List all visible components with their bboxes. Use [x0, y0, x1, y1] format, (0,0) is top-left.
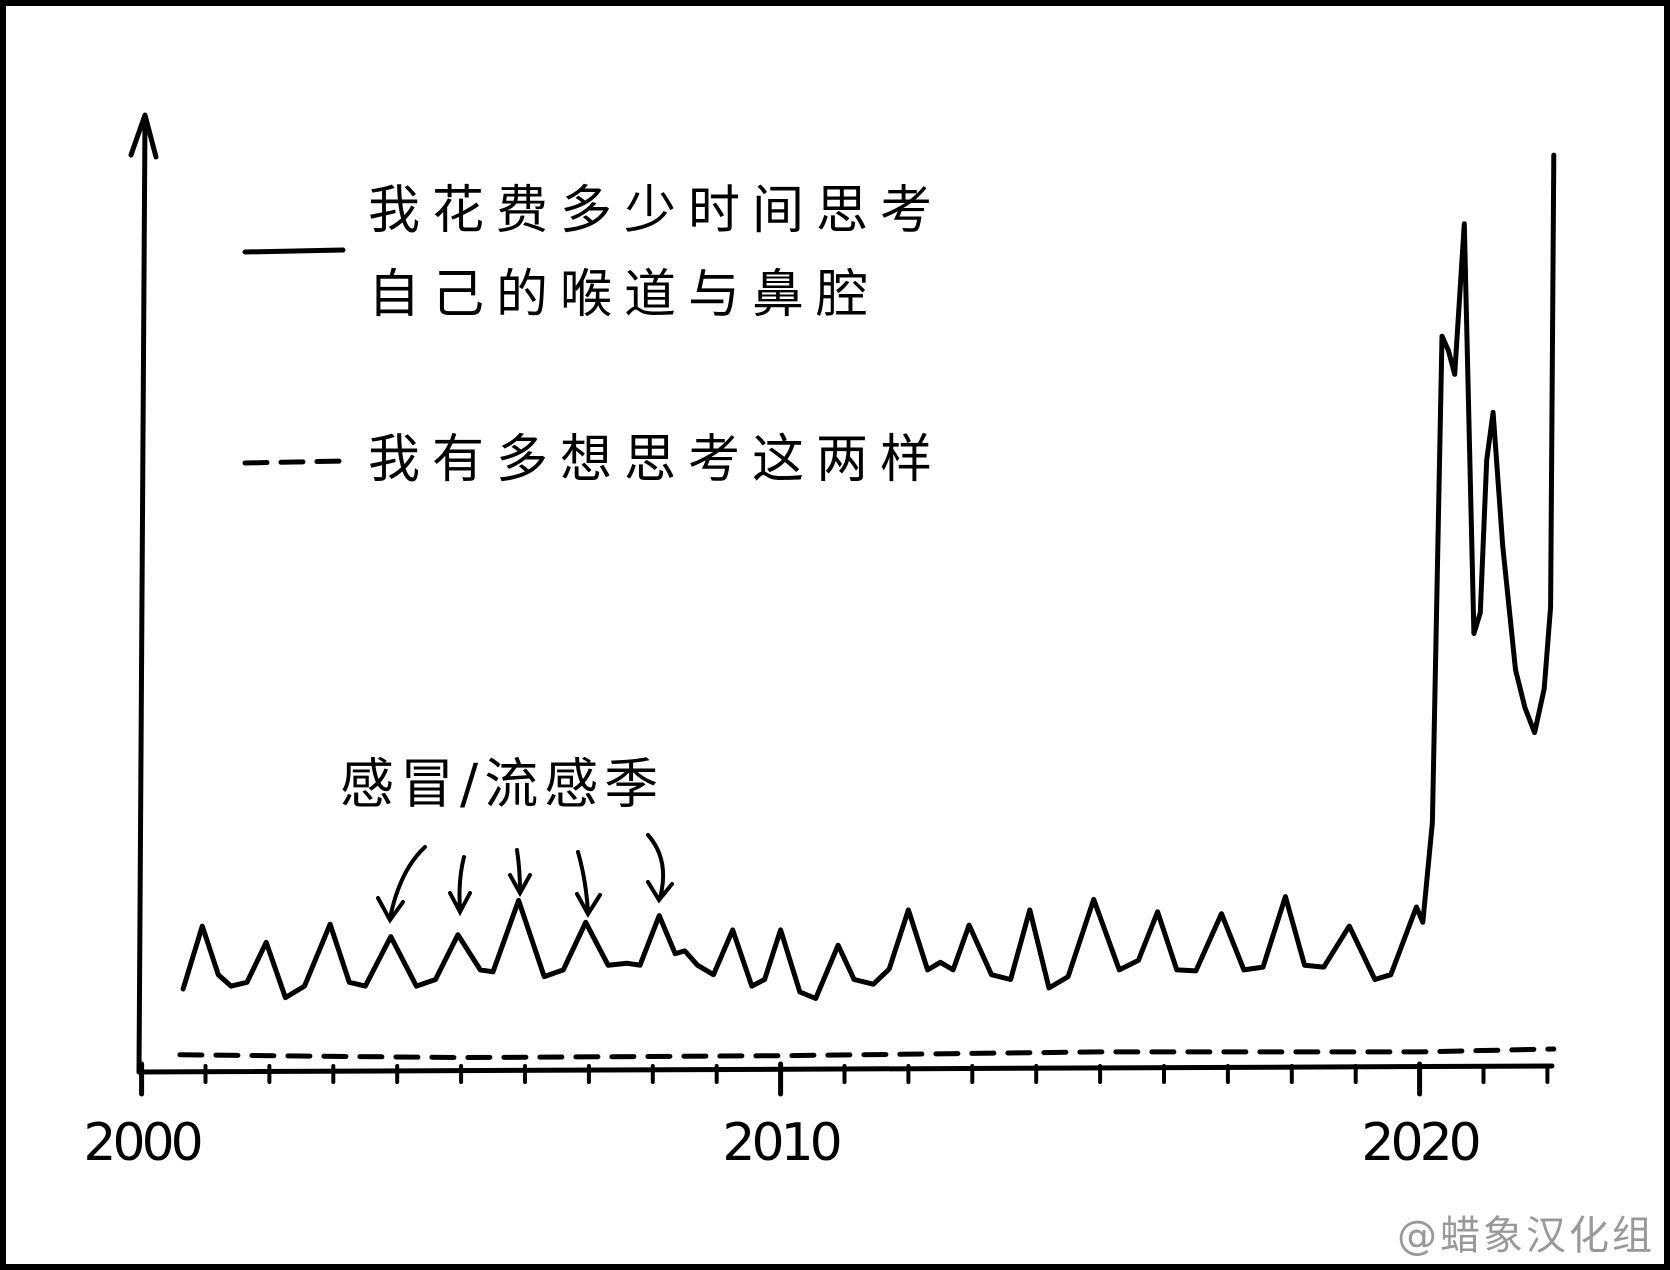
legend-label: 自己的喉道与鼻腔: [368, 265, 880, 325]
legend-label: 我花费多少时间思考: [368, 181, 944, 241]
series-line: [180, 152, 1557, 1001]
legend-swatch: [242, 247, 346, 255]
x-tick-label: 2000: [83, 1113, 200, 1173]
x-tick-label: 2010: [722, 1113, 839, 1173]
series-line: [177, 1046, 1557, 1061]
y-axis: [128, 112, 159, 1075]
legend-label: 我有多想思考这两样: [368, 430, 944, 490]
annotation: 感冒/流感季: [340, 753, 664, 816]
credit: @蜡象汉化组: [1397, 1213, 1655, 1259]
annotation-arrows: [376, 833, 674, 924]
x-tick-label: 2020: [1361, 1113, 1478, 1173]
legend-swatch: [242, 458, 346, 466]
x-axis: [136, 1063, 1555, 1075]
